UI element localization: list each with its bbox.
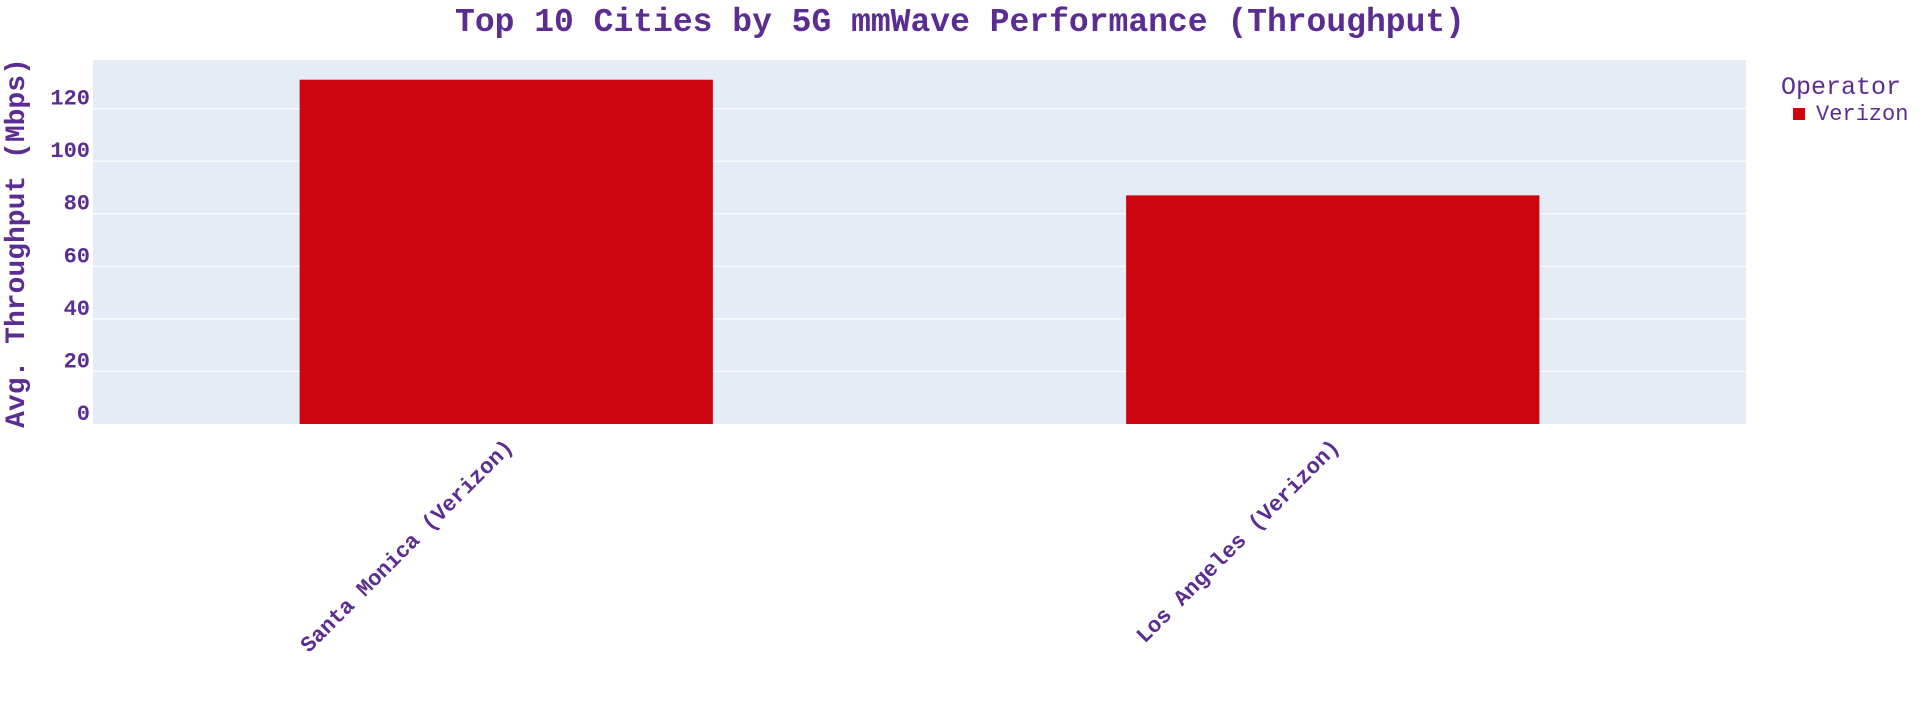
y-tick-label: 0 [77,402,90,427]
y-tick-label: 60 [64,244,90,269]
bar-1[interactable] [1126,195,1540,424]
y-axis-label: Avg. Throughput (Mbps) [2,58,33,428]
legend-swatch [1793,108,1805,120]
y-tick-label: 120 [50,87,90,112]
y-tick-label: 80 [64,192,90,217]
y-tick-label: 100 [50,139,90,164]
y-tick-label: 20 [64,349,90,374]
x-tick-label: Santa Monica (Verizon) [296,435,519,658]
y-axis-ticks: 0 20 40 60 80 100 120 [50,87,90,427]
chart-title: Top 10 Cities by 5G mmWave Performance (… [455,4,1465,41]
y-tick-label: 40 [64,297,90,322]
bar-0[interactable] [299,79,713,425]
legend-title: Operator [1781,73,1901,102]
bars [299,79,1540,425]
legend-items: Verizon [1793,102,1908,127]
x-tick-label: Los Angeles (Verizon) [1132,435,1346,649]
legend-label[interactable]: Verizon [1816,102,1908,127]
x-axis-ticks: Santa Monica (Verizon) Los Angeles (Veriz… [296,435,1346,658]
legend: Operator Verizon [1781,73,1908,127]
